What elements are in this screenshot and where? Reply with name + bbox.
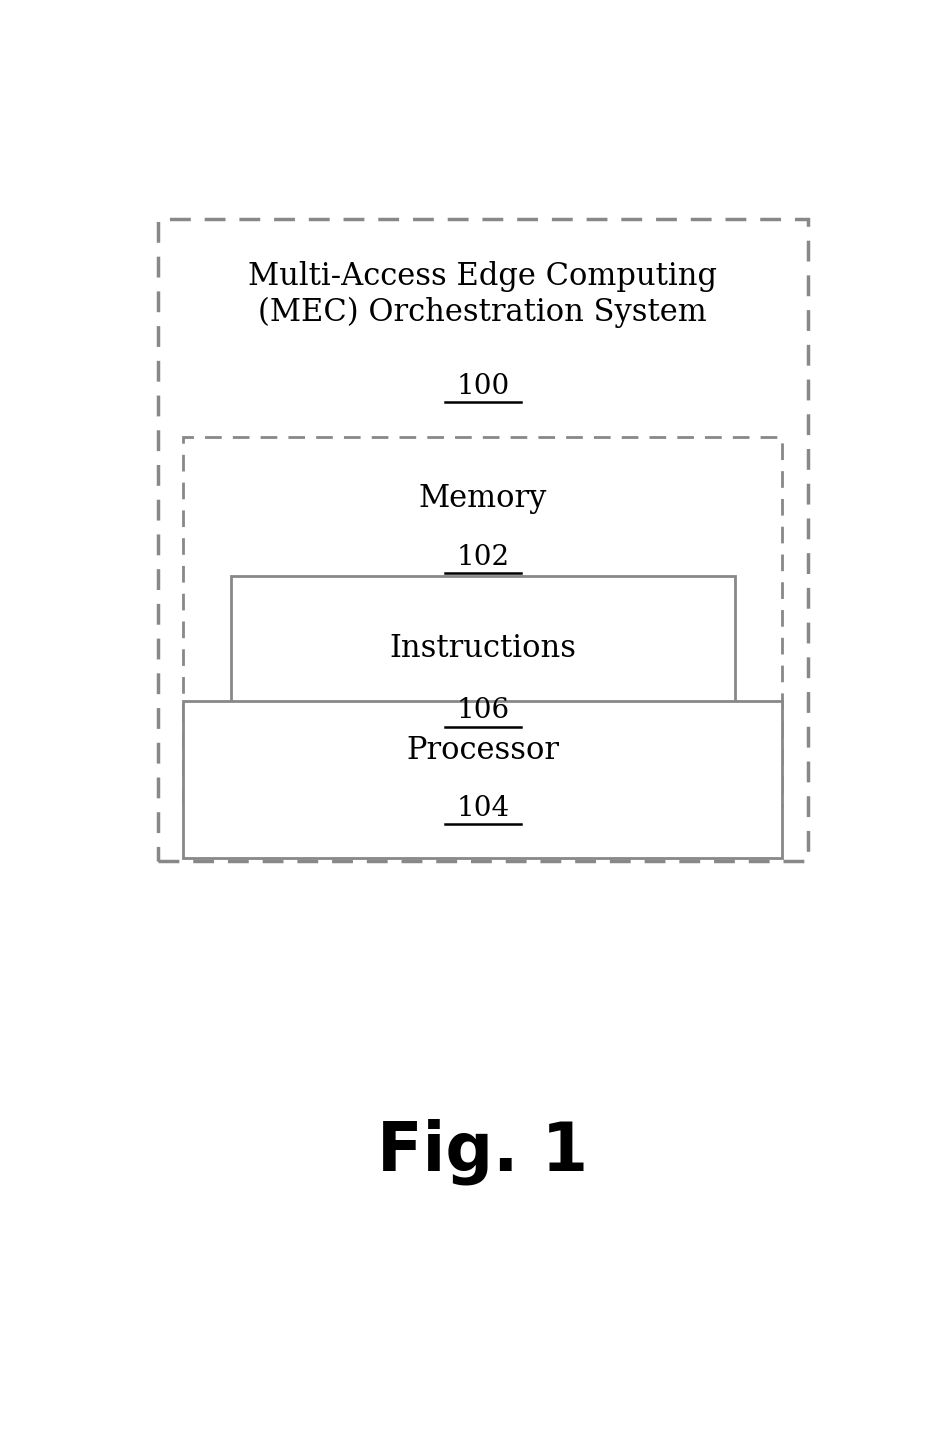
Text: 106: 106 (456, 698, 510, 724)
Text: Multi-Access Edge Computing
(MEC) Orchestration System: Multi-Access Edge Computing (MEC) Orches… (249, 261, 717, 328)
Text: Fig. 1: Fig. 1 (377, 1119, 589, 1185)
Text: 102: 102 (456, 544, 510, 570)
Text: Instructions: Instructions (389, 633, 577, 665)
Bar (231, 576, 735, 784)
Bar (184, 437, 782, 805)
Bar (158, 219, 807, 862)
Text: Processor: Processor (406, 736, 560, 766)
Bar (184, 701, 782, 858)
Text: 104: 104 (456, 795, 510, 823)
Text: Memory: Memory (418, 483, 547, 514)
Text: 100: 100 (456, 373, 510, 400)
